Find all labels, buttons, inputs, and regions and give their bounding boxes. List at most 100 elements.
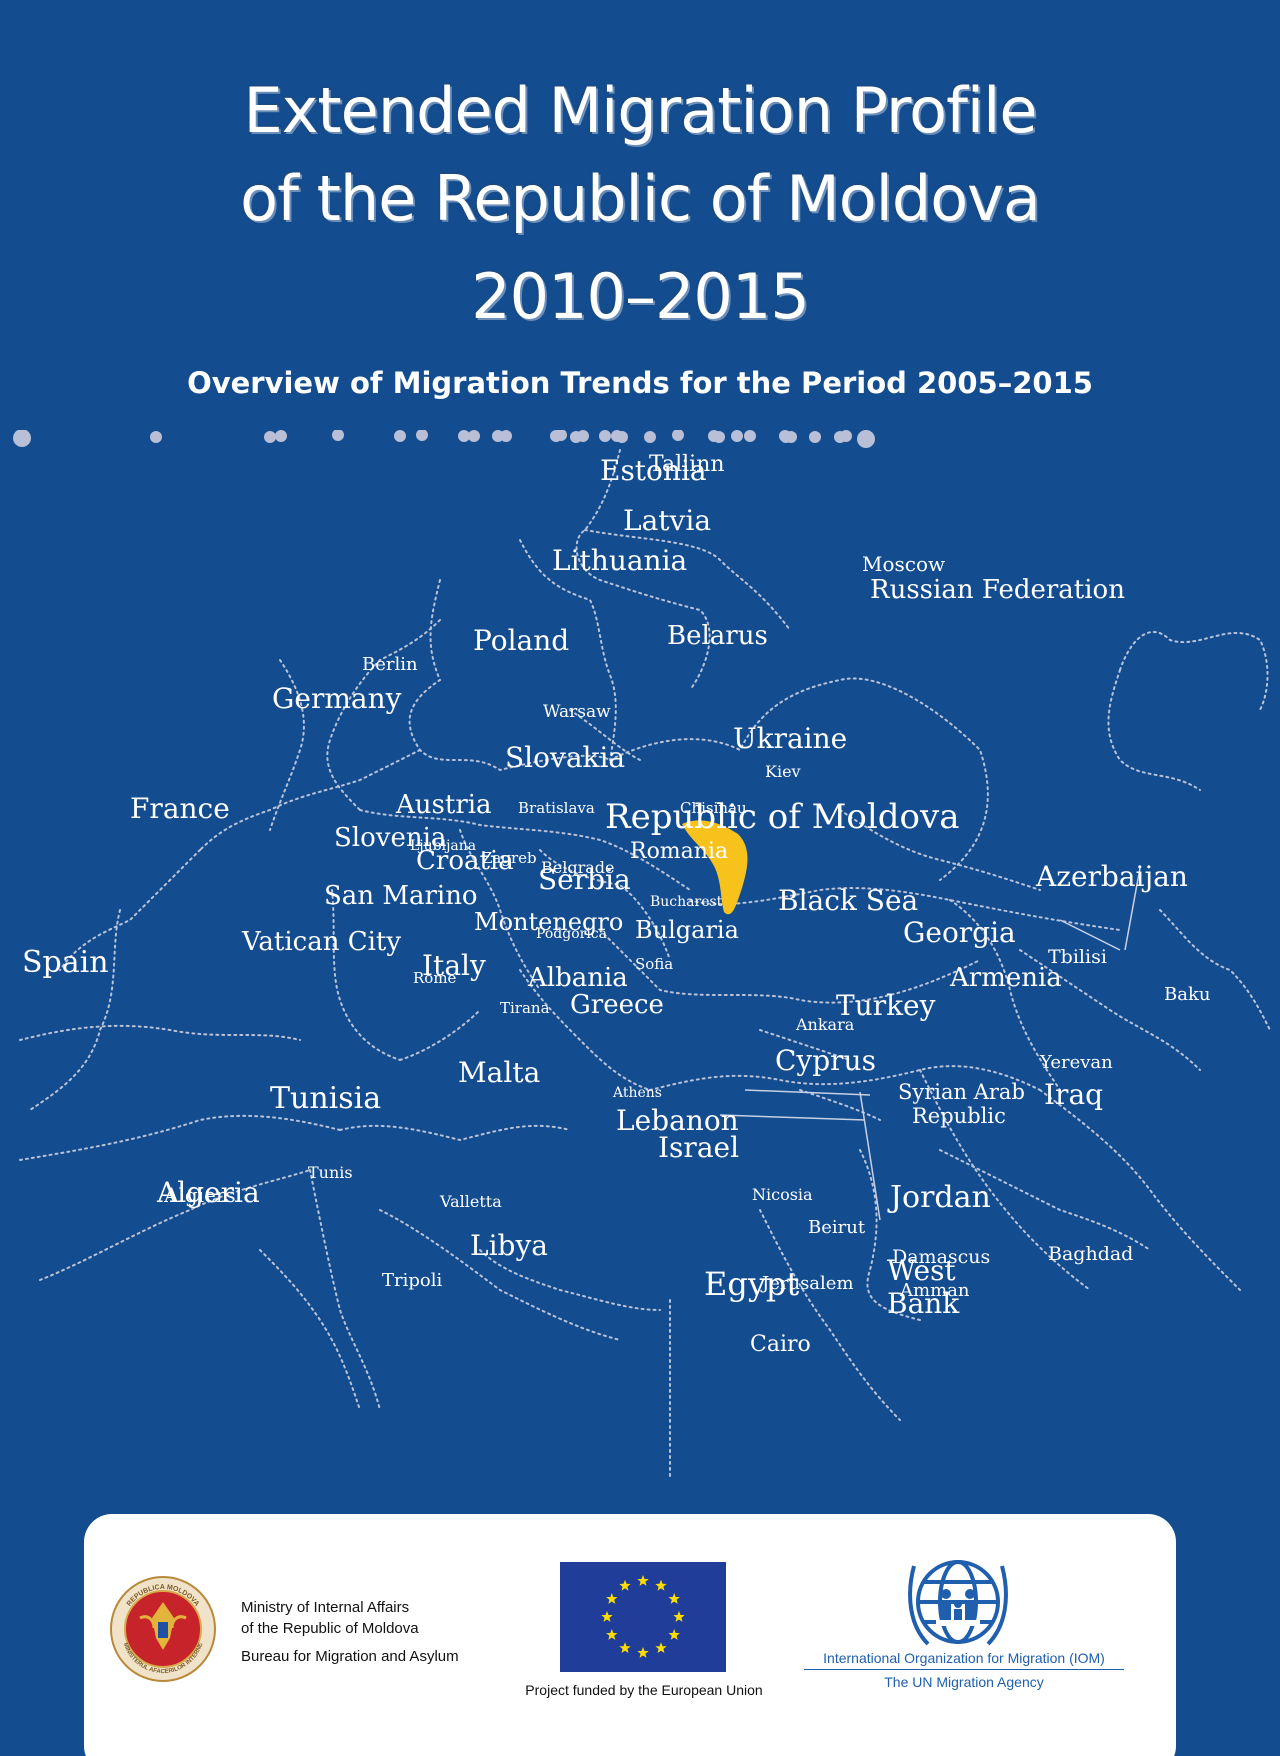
eu-star-icon — [673, 1611, 685, 1622]
city-label-beirut: Beirut — [808, 1217, 866, 1238]
migration-map: Estonia Latvia Lithuania Russian Federation… — [13, 430, 1271, 1481]
country-label-jordan: Jordan — [887, 1180, 991, 1215]
country-label-turkey: Turkey — [836, 989, 936, 1022]
city-label-jerusalem: Jerusalem — [760, 1273, 854, 1294]
city-label-tunis: Tunis — [308, 1163, 353, 1182]
country-label-israel: Israel — [658, 1131, 739, 1164]
country-label-germany: Germany — [272, 682, 402, 715]
country-label-lebanon: Lebanon — [616, 1104, 739, 1137]
city-label-tallinn: Tallinn — [649, 452, 725, 477]
eu-star-icon — [655, 1579, 667, 1591]
country-label-romania: Romania — [630, 839, 728, 864]
city-marker-tirana — [599, 430, 611, 442]
city-marker-tallinn — [13, 430, 31, 447]
country-label-tunisia: Tunisia — [270, 1081, 381, 1116]
city-marker-warsaw — [275, 430, 287, 442]
country-label-spain: Spain — [22, 945, 109, 980]
country-label-libya: Libya — [470, 1229, 548, 1262]
country-label-west-bank: West Bank — [887, 1254, 960, 1320]
city-label-tbilisi: Tbilisi — [1048, 946, 1107, 968]
eu-caption: Project funded by the European Union — [525, 1682, 763, 1698]
country-label-azerbaijan: Azerbaijan — [1035, 860, 1188, 893]
ministry-line-2: of the Republic of Moldova — [241, 1620, 419, 1637]
city-marker-nicosia — [744, 430, 756, 442]
country-label-belarus: Belarus — [667, 621, 768, 651]
country-label-slovenia: Slovenia — [334, 823, 446, 853]
eu-star-icon — [619, 1579, 631, 1591]
country-label-russian-federation: Russian Federation — [870, 575, 1125, 605]
title-line-1: Extended Migration Profile — [243, 74, 1038, 147]
country-label-armenia: Armenia — [949, 963, 1062, 993]
country-label-montenegro: Montenegro — [474, 908, 623, 936]
country-label-bulgaria: Bulgaria — [635, 916, 739, 944]
city-label-warsaw: Warsaw — [543, 702, 611, 722]
country-label-greece: Greece — [570, 990, 664, 1020]
city-label-yerevan: Yerevan — [1039, 1052, 1113, 1073]
city-marker-chisinau — [416, 430, 428, 441]
eu-flag-icon — [560, 1562, 726, 1672]
city-label-cairo: Cairo — [750, 1332, 811, 1357]
city-label-berlin: Berlin — [362, 654, 418, 675]
map-labels: Estonia Latvia Lithuania Russian Federation… — [13, 430, 1210, 1357]
country-label-malta: Malta — [458, 1056, 540, 1089]
ministry-line-1: Ministry of Internal Affairs — [241, 1599, 410, 1616]
city-marker-baghdad — [780, 431, 792, 443]
country-label-egypt: Egypt — [704, 1265, 799, 1303]
country-label-republic-of-moldova: Republic of Moldova — [605, 797, 959, 837]
country-label-syrian-arab-republic: Syrian Arab Republic — [898, 1080, 1025, 1128]
footer-panel: REPUBLICA MOLDOVA MINISTERUL AFACERILOR … — [84, 1514, 1176, 1756]
city-label-athens: Athens — [612, 1085, 662, 1101]
country-label-ukraine: Ukraine — [733, 722, 847, 755]
city-label-bratislava: Bratislava — [518, 799, 595, 817]
city-label-baghdad: Baghdad — [1048, 1243, 1133, 1265]
country-label-albania: Albania — [527, 963, 628, 993]
iom-logo-icon — [908, 1560, 1008, 1646]
city-marker-berlin — [264, 431, 276, 443]
city-label-bucharest: Bucharest — [650, 894, 723, 910]
country-label-italy: Italy — [422, 949, 486, 982]
city-marker-kiev — [332, 430, 344, 441]
city-label-sofia: Sofia — [635, 955, 673, 973]
city-marker-valletta — [731, 430, 743, 442]
city-label-zagreb: Zagreb — [482, 849, 537, 867]
country-label-croatia: Croatia — [416, 846, 514, 876]
city-marker-sofia — [555, 430, 567, 441]
eu-star-icon — [601, 1611, 613, 1622]
eu-star-icon — [668, 1593, 680, 1604]
iom-name: International Organization for Migration… — [804, 1650, 1124, 1670]
route-lines — [719, 867, 1141, 1221]
city-label-ankara: Ankara — [795, 1015, 855, 1034]
iom-tagline: The UN Migration Agency — [884, 1674, 1044, 1690]
city-label-baku: Baku — [1164, 984, 1210, 1005]
city-marker-algiers — [713, 431, 725, 443]
title-line-3: 2010–2015 — [471, 260, 810, 333]
city-marker-zagreb — [468, 430, 480, 442]
country-label-iraq: Iraq — [1044, 1078, 1103, 1111]
city-label-tripoli: Tripoli — [382, 1270, 442, 1291]
moldova-seal-icon: REPUBLICA MOLDOVA MINISTERUL AFACERILOR … — [110, 1576, 216, 1682]
country-label-austria: Austria — [395, 790, 492, 820]
eu-star-icon — [655, 1642, 667, 1653]
country-borders — [19, 449, 1271, 1481]
city-label-podgorica: Podgorica — [536, 926, 607, 942]
country-label-latvia: Latvia — [623, 504, 711, 537]
city-marker-bratislava — [394, 430, 406, 442]
country-label-poland: Poland — [473, 624, 569, 657]
city-label-kiev: Kiev — [765, 762, 801, 781]
country-label-algeria: Algeria — [156, 1176, 260, 1209]
city-label-amman: Amman — [899, 1280, 970, 1301]
city-label-ljubljana: Ljubljana — [410, 838, 476, 854]
country-label-vatican-city: Vatican City — [241, 927, 401, 957]
city-marker-athens — [672, 430, 684, 441]
city-marker-amman — [840, 430, 852, 442]
moldova-highlight — [682, 820, 748, 915]
country-label-georgia: Georgia — [903, 916, 1016, 949]
country-label-san-marino: San Marino — [324, 881, 478, 911]
city-label-tirana: Tirana — [500, 999, 550, 1017]
eu-star-icon — [606, 1593, 618, 1604]
city-label-valletta: Valletta — [439, 1192, 502, 1211]
city-label-nicosia: Nicosia — [752, 1185, 813, 1204]
eu-star-icon — [668, 1629, 680, 1640]
city-label-chisinau: Chisinau — [680, 799, 747, 817]
